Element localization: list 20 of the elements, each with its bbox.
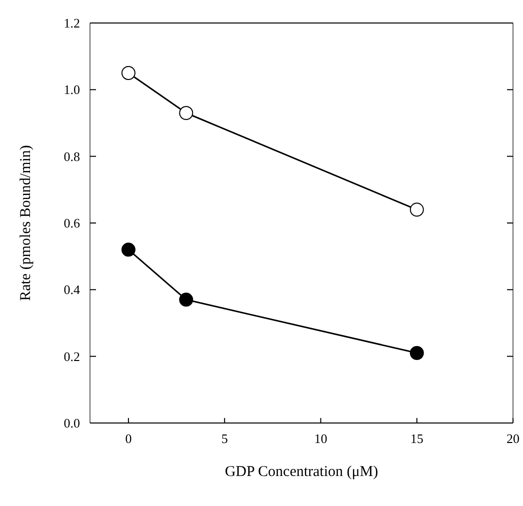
x-axis-title: GDP Concentration (μM) (224, 464, 378, 480)
y-tick-label: 0.8 (64, 148, 80, 164)
point (121, 242, 136, 257)
y-tick-label: 0.4 (64, 282, 80, 298)
x-tick-label: 0 (125, 431, 132, 446)
point (179, 292, 194, 307)
point (410, 346, 424, 360)
x-tick-label: 20 (506, 431, 520, 446)
y-axis-title: Rate (pmoles Bound/min) (18, 145, 34, 301)
y-tick-label: 0.6 (64, 216, 80, 231)
y-tick-label: 1.2 (64, 16, 80, 31)
y-tick-label: 0.0 (64, 416, 80, 431)
y-tick-label: 0.2 (64, 348, 80, 364)
y-tick-label: 1.0 (64, 82, 80, 98)
x-tick-label: 10 (314, 431, 328, 446)
x-tick-label: 15 (410, 431, 424, 446)
point (410, 202, 424, 217)
point (121, 66, 136, 80)
x-tick-label: 5 (221, 431, 228, 446)
point (179, 106, 194, 120)
